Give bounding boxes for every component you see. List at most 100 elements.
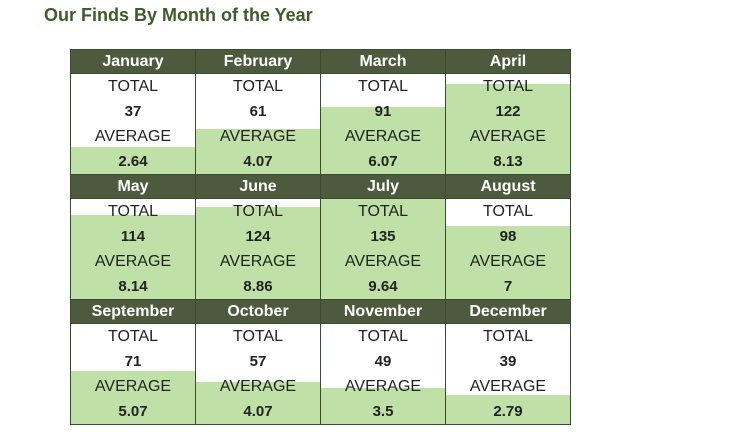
total-level-fill: [321, 199, 445, 299]
total-value: 49: [374, 353, 392, 370]
month-name-2: March: [320, 49, 446, 74]
average-label: AVERAGE: [219, 253, 297, 270]
total-label: TOTAL: [357, 78, 409, 95]
month-stats: TOTAL 61 AVERAGE 4.07: [196, 74, 320, 174]
average-label: AVERAGE: [344, 128, 422, 145]
total-value: 135: [370, 228, 396, 245]
average-value: 4.07: [243, 153, 273, 170]
month-stats: TOTAL 49 AVERAGE 3.5: [321, 324, 445, 424]
total-level-fill: [196, 128, 320, 174]
page-title: Our Finds By Month of the Year: [44, 5, 313, 25]
average-value: 2.64: [118, 153, 148, 170]
total-value: 61: [249, 103, 267, 120]
total-value: 91: [374, 103, 392, 120]
month-name-9: October: [195, 299, 321, 324]
total-label: TOTAL: [357, 328, 409, 345]
total-level-fill: [446, 395, 570, 424]
month-stats: TOTAL 37 AVERAGE 2.64: [71, 74, 195, 174]
month-name-7: August: [445, 174, 571, 199]
average-label: AVERAGE: [344, 253, 422, 270]
total-level-fill: [321, 387, 445, 424]
month-stats: TOTAL 122 AVERAGE 8.13: [446, 74, 570, 174]
month-stats: TOTAL 39 AVERAGE 2.79: [446, 324, 570, 424]
total-value: 114: [120, 228, 146, 245]
total-level-fill: [446, 83, 570, 174]
average-value: 8.86: [243, 278, 273, 295]
total-value: 37: [124, 103, 142, 120]
total-label: TOTAL: [232, 203, 284, 220]
month-cell: TOTAL 57 AVERAGE 4.07: [195, 323, 321, 425]
month-body-row: TOTAL 71 AVERAGE 5.07 TOTAL 57 AVERAGE 4.07 TOTA…: [70, 323, 571, 425]
month-stats: TOTAL 124 AVERAGE 8.86: [196, 199, 320, 299]
month-name-8: September: [70, 299, 196, 324]
average-value: 6.07: [368, 153, 398, 170]
average-value: 2.79: [493, 403, 523, 420]
month-name-3: April: [445, 49, 571, 74]
total-label: TOTAL: [107, 328, 159, 345]
average-label: AVERAGE: [469, 253, 547, 270]
month-name-5: June: [195, 174, 321, 199]
month-name-1: February: [195, 49, 321, 74]
month-stats: TOTAL 135 AVERAGE 9.64: [321, 199, 445, 299]
month-cell: TOTAL 91 AVERAGE 6.07: [320, 73, 446, 175]
total-value: 98: [499, 228, 517, 245]
total-label: TOTAL: [232, 328, 284, 345]
month-name-10: November: [320, 299, 446, 324]
total-label: TOTAL: [107, 203, 159, 220]
total-level-fill: [71, 371, 195, 424]
month-stats: TOTAL 114 AVERAGE 8.14: [71, 199, 195, 299]
month-header-row: May June July August: [70, 174, 571, 199]
month-body-row: TOTAL 37 AVERAGE 2.64 TOTAL 61 AVERAGE 4.07 TOTA…: [70, 73, 571, 175]
total-level-fill: [196, 207, 320, 299]
month-stats: TOTAL 57 AVERAGE 4.07: [196, 324, 320, 424]
average-value: 8.13: [493, 153, 523, 170]
month-stats: TOTAL 71 AVERAGE 5.07: [71, 324, 195, 424]
total-label: TOTAL: [107, 78, 159, 95]
total-level-fill: [321, 106, 445, 174]
month-header-row: January February March April: [70, 49, 571, 74]
month-name-11: December: [445, 299, 571, 324]
average-label: AVERAGE: [469, 378, 547, 395]
average-label: AVERAGE: [469, 128, 547, 145]
total-label: TOTAL: [357, 203, 409, 220]
total-level-fill: [446, 226, 570, 299]
month-stats: TOTAL 98 AVERAGE 7: [446, 199, 570, 299]
months-grid: January February March April TOTAL 37 AVERAGE 2…: [70, 49, 571, 425]
total-level-fill: [71, 146, 195, 174]
average-label: AVERAGE: [94, 253, 172, 270]
total-label: TOTAL: [232, 78, 284, 95]
month-name-0: January: [70, 49, 196, 74]
total-value: 122: [495, 103, 521, 120]
month-cell: TOTAL 124 AVERAGE 8.86: [195, 198, 321, 300]
month-cell: TOTAL 39 AVERAGE 2.79: [445, 323, 571, 425]
month-body-row: TOTAL 114 AVERAGE 8.14 TOTAL 124 AVERAGE 8.86 TO…: [70, 198, 571, 300]
month-cell: TOTAL 37 AVERAGE 2.64: [70, 73, 196, 175]
month-cell: TOTAL 122 AVERAGE 8.13: [445, 73, 571, 175]
month-cell: TOTAL 61 AVERAGE 4.07: [195, 73, 321, 175]
month-cell: TOTAL 135 AVERAGE 9.64: [320, 198, 446, 300]
average-value: 5.07: [118, 403, 148, 420]
total-label: TOTAL: [482, 203, 534, 220]
month-stats: TOTAL 91 AVERAGE 6.07: [321, 74, 445, 174]
average-label: AVERAGE: [94, 378, 172, 395]
total-value: 57: [249, 353, 267, 370]
average-label: AVERAGE: [219, 378, 297, 395]
month-name-4: May: [70, 174, 196, 199]
total-value: 124: [245, 228, 271, 245]
month-cell: TOTAL 49 AVERAGE 3.5: [320, 323, 446, 425]
month-name-6: July: [320, 174, 446, 199]
average-label: AVERAGE: [94, 128, 172, 145]
month-header-row: September October November December: [70, 299, 571, 324]
month-cell: TOTAL 114 AVERAGE 8.14: [70, 198, 196, 300]
average-value: 4.07: [243, 403, 273, 420]
average-value: 3.5: [372, 403, 394, 420]
total-level-fill: [196, 381, 320, 424]
total-label: TOTAL: [482, 328, 534, 345]
average-label: AVERAGE: [344, 378, 422, 395]
average-label: AVERAGE: [219, 128, 297, 145]
average-value: 8.14: [118, 278, 148, 295]
average-value: 9.64: [368, 278, 398, 295]
total-level-fill: [71, 214, 195, 299]
month-cell: TOTAL 98 AVERAGE 7: [445, 198, 571, 300]
total-value: 71: [124, 353, 142, 370]
